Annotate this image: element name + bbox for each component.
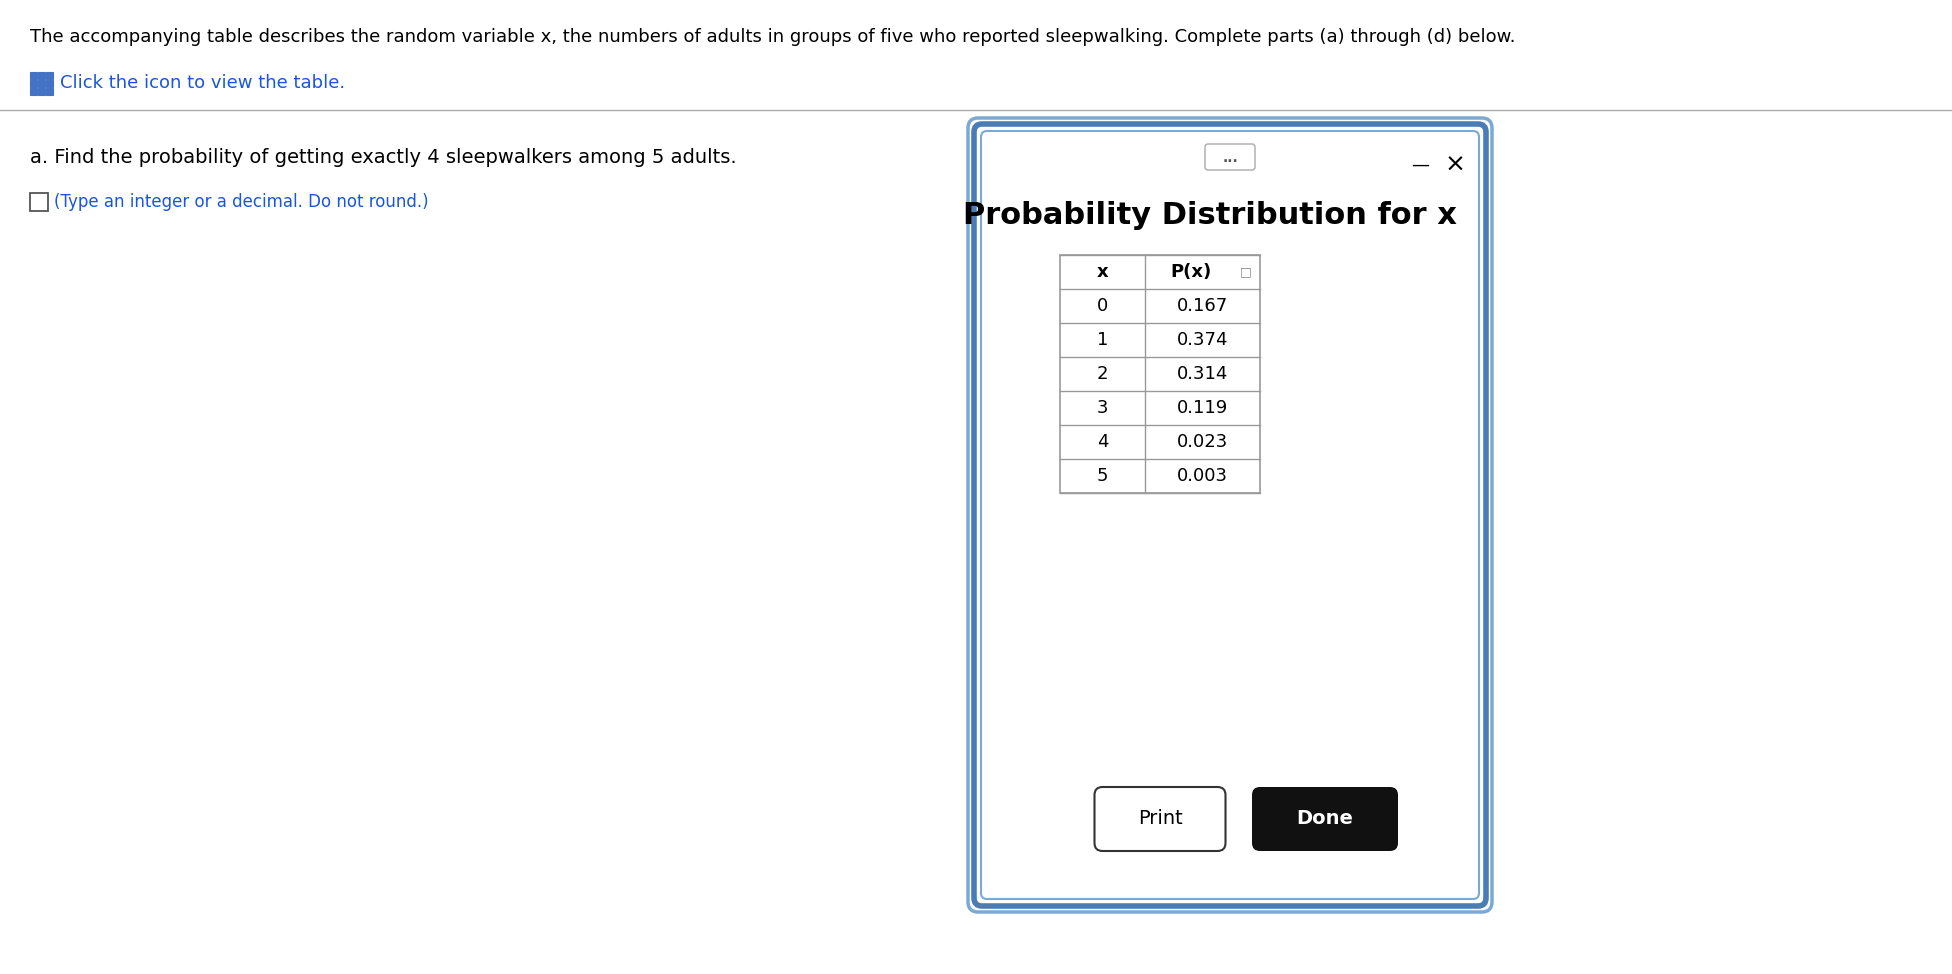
Text: Click the icon to view the table.: Click the icon to view the table. (61, 74, 346, 92)
Bar (47, 88, 53, 95)
Text: ...: ... (1222, 151, 1238, 165)
Bar (37, 80, 45, 87)
Text: □: □ (1240, 266, 1251, 279)
Text: 0.003: 0.003 (1177, 467, 1228, 485)
Text: 1: 1 (1097, 331, 1109, 349)
Bar (29, 88, 37, 95)
FancyBboxPatch shape (1251, 787, 1398, 851)
Text: Print: Print (1138, 809, 1183, 829)
Text: 0.167: 0.167 (1177, 297, 1228, 315)
Bar (47, 72, 53, 79)
Text: 5: 5 (1097, 467, 1109, 485)
Bar (37, 72, 45, 79)
Text: 0.119: 0.119 (1177, 399, 1228, 417)
Bar (29, 72, 37, 79)
Text: P(x): P(x) (1169, 263, 1210, 281)
Text: —: — (1411, 156, 1429, 174)
Text: Done: Done (1296, 809, 1353, 829)
Bar (37, 88, 45, 95)
Text: x: x (1097, 263, 1109, 281)
Bar (29, 193, 49, 211)
FancyBboxPatch shape (1095, 787, 1226, 851)
FancyBboxPatch shape (1204, 144, 1255, 170)
Text: 0.314: 0.314 (1177, 365, 1228, 383)
Bar (47, 80, 53, 87)
Text: a. Find the probability of getting exactly 4 sleepwalkers among 5 adults.: a. Find the probability of getting exact… (29, 148, 736, 167)
Text: 0.374: 0.374 (1177, 331, 1228, 349)
Text: 0.023: 0.023 (1177, 433, 1228, 451)
FancyBboxPatch shape (968, 118, 1491, 912)
Text: 0: 0 (1097, 297, 1109, 315)
Text: 4: 4 (1097, 433, 1109, 451)
Text: 2: 2 (1097, 365, 1109, 383)
Text: (Type an integer or a decimal. Do not round.): (Type an integer or a decimal. Do not ro… (55, 193, 429, 211)
Text: 3: 3 (1097, 399, 1109, 417)
Bar (29, 80, 37, 87)
Text: Probability Distribution for x: Probability Distribution for x (962, 201, 1456, 230)
Bar (1060, 255, 1259, 493)
Text: ×: × (1444, 153, 1466, 177)
Text: The accompanying table describes the random variable x, the numbers of adults in: The accompanying table describes the ran… (29, 28, 1515, 46)
